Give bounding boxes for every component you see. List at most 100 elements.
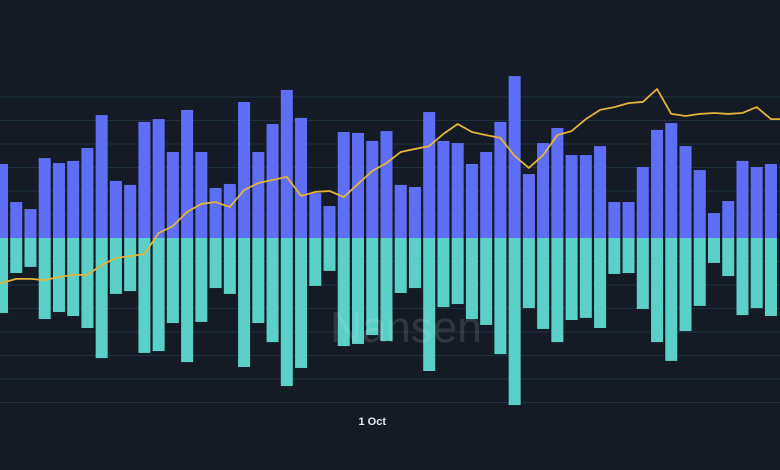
bar-negative [622, 238, 635, 274]
bar-positive [223, 183, 236, 238]
bar-positive [52, 163, 65, 238]
bar-negative [337, 238, 350, 347]
bar-negative [266, 238, 279, 343]
bar-negative [423, 238, 436, 372]
bar-negative [764, 238, 777, 317]
bar-negative [465, 238, 478, 320]
bar-positive [537, 143, 550, 238]
bar-negative [480, 238, 493, 325]
bar-negative [693, 238, 706, 306]
bar-negative [95, 238, 108, 359]
bar-negative [750, 238, 763, 309]
bar-positive [337, 132, 350, 238]
bar-negative [408, 238, 421, 289]
bar-positive [408, 187, 421, 238]
bar-negative [636, 238, 649, 309]
bar-negative [508, 238, 521, 406]
bar-positive [0, 163, 8, 238]
bar-positive [722, 201, 735, 238]
bar-positive [181, 109, 194, 238]
bar-negative [152, 238, 165, 352]
bar-negative [394, 238, 407, 293]
bar-positive [750, 167, 763, 238]
bar-positive [693, 170, 706, 238]
bar-positive [423, 112, 436, 238]
bar-negative [138, 238, 151, 353]
bar-positive [209, 187, 222, 238]
bar-negative [252, 238, 265, 324]
bar-positive [124, 184, 137, 238]
bar-positive [10, 202, 23, 238]
bar-positive [366, 140, 379, 238]
bar-negative [181, 238, 194, 363]
bar-positive [451, 143, 464, 238]
bar-negative [67, 238, 80, 317]
bar-positive [437, 140, 450, 238]
bar-positive [323, 206, 336, 238]
bar-negative [366, 238, 379, 336]
bar-negative [81, 238, 94, 329]
bar-negative [238, 238, 251, 368]
bar-positive [109, 180, 122, 238]
bar-positive [608, 202, 621, 238]
x-tick-label: 1 Oct [358, 416, 386, 428]
bar-negative [579, 238, 592, 318]
bar-positive [380, 131, 393, 238]
bar-negative [352, 238, 364, 344]
bar-negative [309, 238, 322, 286]
bar-negative [380, 238, 393, 341]
x-axis-ticks: 1 Oct [358, 416, 386, 428]
bar-positive [594, 146, 607, 238]
bar-negative [665, 238, 678, 361]
bar-positive [465, 163, 478, 238]
bar-positive [252, 151, 265, 238]
bar-positive [309, 193, 322, 238]
bar-positive [266, 124, 279, 238]
bar-positive [651, 129, 664, 238]
bar-negative [38, 238, 51, 320]
bar-positive [394, 184, 407, 238]
bar-positive [551, 128, 564, 238]
bar-positive [295, 117, 308, 238]
bar-negative [223, 238, 236, 294]
bar-positive [38, 158, 51, 238]
bar-positive [195, 151, 208, 238]
bar-positive [280, 89, 293, 238]
bar-negative [565, 238, 578, 321]
bar-positive [665, 123, 678, 238]
bar-negative [24, 238, 37, 267]
bar-negative [295, 238, 308, 368]
bar-negative [280, 238, 293, 387]
bar-negative [124, 238, 137, 292]
bar-negative [323, 238, 336, 271]
bar-positive [24, 209, 37, 238]
bar-positive [764, 163, 777, 238]
net-line [0, 88, 780, 284]
bar-positive [166, 151, 179, 238]
bar-negative [195, 238, 208, 322]
bar-positive [152, 119, 165, 238]
bar-negative [594, 238, 607, 329]
bar-positive [579, 155, 592, 238]
bar-negative [451, 238, 464, 305]
bar-positive [238, 101, 251, 238]
line-series [0, 88, 780, 284]
bar-negative [109, 238, 122, 294]
bar-negative [10, 238, 23, 274]
bar-positive [67, 160, 80, 238]
bar-negative [722, 238, 735, 277]
bar-negative [679, 238, 692, 332]
bar-positive [708, 213, 720, 238]
bar-positive [736, 160, 749, 238]
bar-positive [480, 151, 493, 238]
bar-positive [95, 115, 108, 238]
bar-negative [0, 238, 8, 313]
watermark-nansen: Nansen [330, 303, 482, 352]
bar-positive [138, 121, 151, 238]
bars [0, 76, 777, 406]
bar-positive [679, 146, 692, 238]
bar-positive [352, 132, 364, 238]
bar-negative [537, 238, 550, 329]
bar-positive [522, 174, 535, 238]
